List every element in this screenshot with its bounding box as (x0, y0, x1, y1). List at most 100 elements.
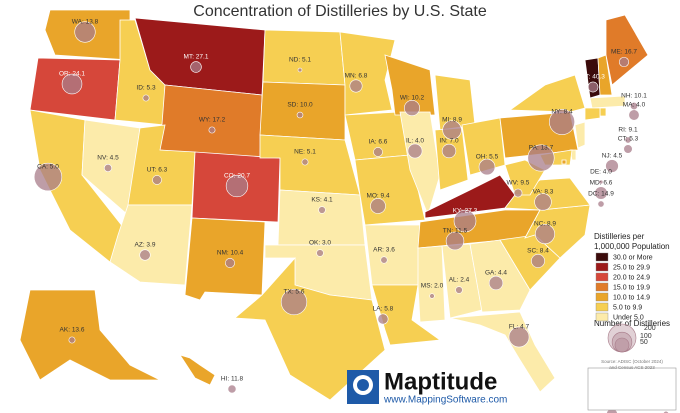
bubble (227, 384, 237, 394)
map-title: Concentration of Distilleries by U.S. St… (193, 3, 487, 20)
state-label: KS: 4.1 (311, 197, 333, 204)
bubble (152, 175, 162, 185)
bubble (455, 286, 463, 294)
legend-swatch (595, 292, 609, 302)
bubble (429, 293, 435, 299)
legend-swatch (595, 302, 609, 312)
state-label: GA: 4.4 (485, 270, 507, 277)
logo-name: Maptitude (384, 368, 497, 395)
state-label: MO: 9.4 (366, 193, 390, 200)
state-label: VT: 40.3 (581, 74, 605, 81)
bubble (531, 254, 545, 268)
state-label: CA: 5.0 (37, 164, 59, 171)
state-label: NY: 8.4 (551, 109, 573, 116)
bubble (534, 193, 552, 211)
legend-label: 10.0 to 14.9 (613, 294, 650, 301)
legend-label: Under 5.0 (613, 314, 644, 321)
state-label: AZ: 3.9 (135, 242, 156, 249)
legend-label: 30.0 or More (613, 254, 653, 261)
bubble (407, 143, 423, 159)
state (179, 354, 216, 386)
bubble (370, 198, 386, 214)
bubble (296, 111, 304, 119)
state (259, 81, 346, 141)
state-label: IL: 4.0 (406, 138, 424, 145)
state-label: RI: 9.1 (618, 127, 638, 134)
bubble (404, 100, 420, 116)
state-label: DC: 14.9 (588, 191, 614, 198)
state (584, 107, 601, 121)
state-label: OK: 3.0 (309, 240, 331, 247)
bubble (508, 326, 530, 348)
state (469, 239, 531, 313)
bubble (74, 21, 96, 43)
state-label: IA: 6.6 (369, 139, 388, 146)
state-label: NE: 5.1 (294, 149, 316, 156)
bubble (478, 158, 496, 176)
states (19, 9, 653, 401)
bubble (445, 231, 465, 251)
state-label: FL: 4.7 (509, 324, 530, 331)
state-label: SC: 8.4 (527, 248, 549, 255)
legend-swatch (595, 282, 609, 292)
bubble (441, 143, 457, 159)
bubble (535, 224, 555, 244)
state-label: VA: 8.3 (533, 189, 554, 196)
bubble (618, 56, 630, 68)
state-label: WI: 10.2 (400, 95, 425, 102)
state-label: NV: 4.5 (97, 155, 119, 162)
state-label: WV: 9.5 (507, 180, 530, 187)
legend-swatch (595, 272, 609, 282)
inset-box (587, 367, 677, 411)
state-label: ME: 16.7 (611, 49, 637, 56)
legend-title: Distilleries per (594, 232, 645, 241)
bubble-legend-label: 200 (644, 325, 656, 332)
state-label: UT: 6.3 (147, 167, 168, 174)
bubble (598, 179, 604, 185)
bubble (597, 200, 605, 208)
state-label: KY: 27.3 (453, 208, 478, 215)
state-label: SD: 10.0 (287, 102, 313, 109)
state (184, 217, 266, 301)
state-label: NM: 10.4 (217, 250, 244, 257)
legend-label: 15.0 to 19.9 (613, 284, 650, 291)
legend-title: 1,000,000 Population (594, 242, 670, 251)
state (109, 204, 193, 286)
bubble (280, 288, 308, 316)
bubble (316, 249, 324, 257)
state-label: LA: 5.8 (373, 306, 394, 313)
state-label: ID: 5.3 (136, 85, 156, 92)
bubble (594, 186, 608, 200)
state (589, 95, 626, 109)
bubble (624, 136, 632, 144)
legend-swatch (595, 252, 609, 262)
legend-label: 25.0 to 29.9 (613, 264, 650, 271)
bubble (377, 313, 389, 325)
state-label: AL: 2.4 (449, 277, 470, 284)
bubble (225, 174, 249, 198)
bubble (373, 147, 383, 157)
state (605, 14, 649, 86)
state-label: IN: 7.0 (439, 138, 459, 145)
state-label: NC: 8.9 (534, 221, 556, 228)
bubble-legend-label: 50 (640, 339, 648, 346)
state-label: MI: 8.9 (442, 117, 462, 124)
bubble (301, 158, 309, 166)
state-label: MN: 6.8 (345, 73, 368, 80)
bubble (623, 144, 633, 154)
state-label: AR: 3.6 (373, 247, 395, 254)
state-label: ND: 5.1 (289, 57, 311, 64)
bubble-legend-title: Number of Distilleries (594, 319, 670, 328)
state (597, 54, 613, 96)
state-label: HI: 11.8 (221, 376, 244, 383)
bubble (297, 67, 303, 73)
state-label: WY: 17.2 (199, 117, 226, 124)
state-label: MS: 2.0 (421, 283, 444, 290)
state (339, 31, 396, 116)
bubble (103, 163, 113, 173)
state-label: CT: 5.3 (618, 136, 639, 143)
bubble-legend-circle (614, 337, 630, 353)
state-labels: WA: 13.8 OR: 24.1 CA: 5.0 NV: 4.5 ID: 5.3 MT:… (37, 19, 677, 408)
state-label: MA: 4.0 (623, 102, 646, 109)
